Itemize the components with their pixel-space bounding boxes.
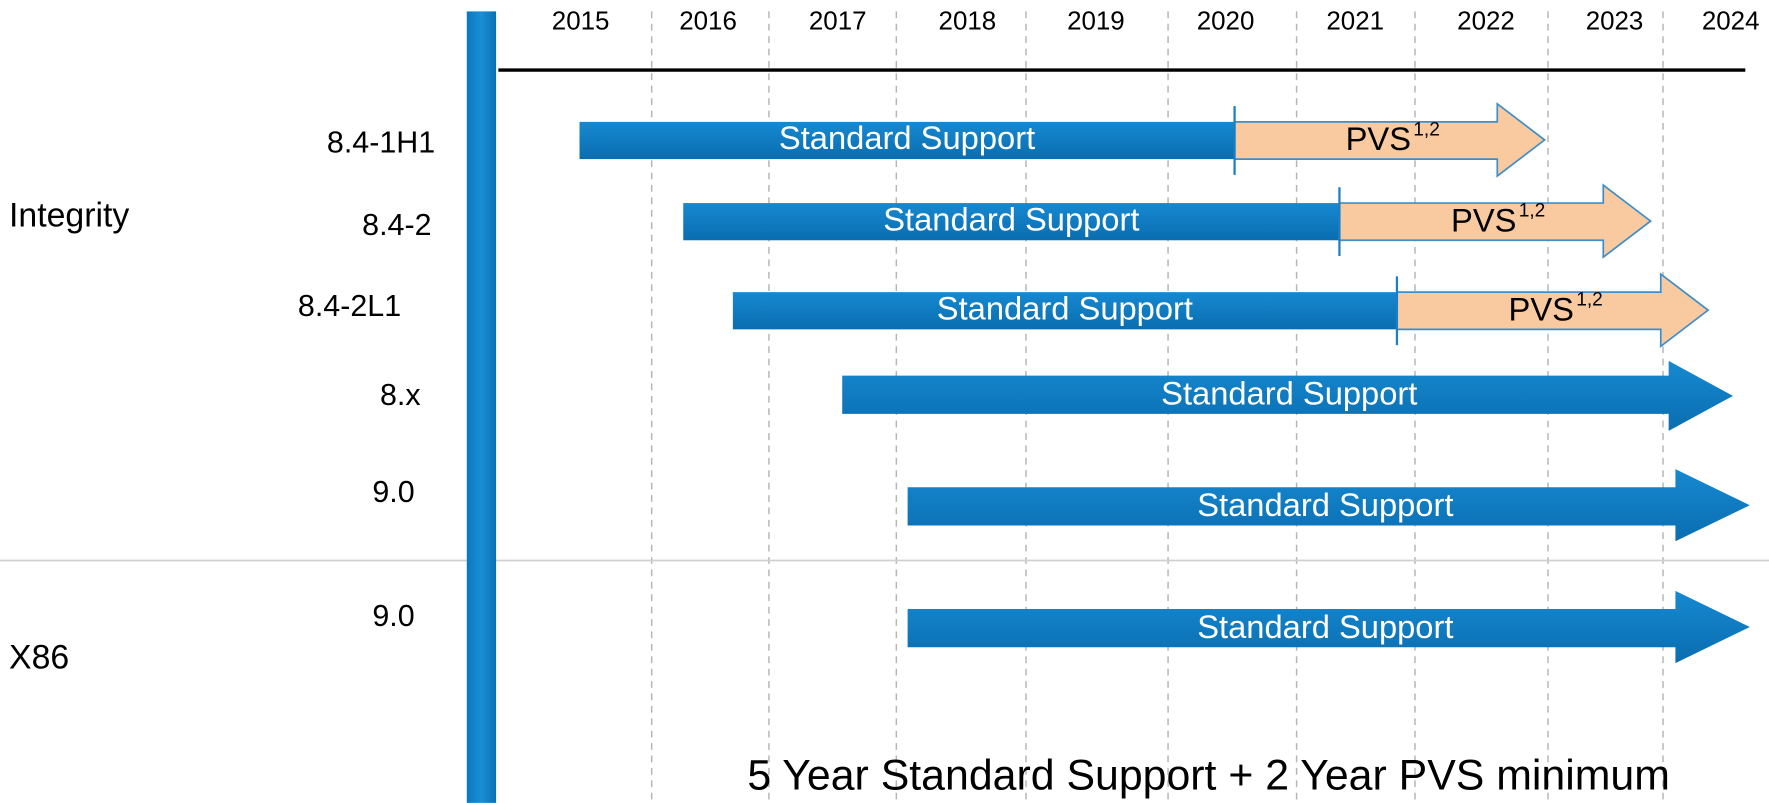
row-label: 8.4-2L1 (298, 289, 401, 323)
year-label: 2018 (939, 8, 997, 36)
year-label: 2020 (1197, 8, 1255, 36)
pvs-note: 1,2 (1519, 201, 1546, 222)
standard-support-arrow (907, 469, 1750, 542)
group-label: X86 (9, 639, 69, 677)
group-label: Integrity (9, 197, 129, 235)
row-label: 9.0 (372, 599, 414, 633)
pvs-arrow (1338, 183, 1653, 259)
vertical-bar (466, 11, 497, 803)
standard-support-label: Standard Support (883, 200, 1139, 237)
pvs-label: PVS (1451, 201, 1516, 238)
pvs-note: 1,2 (1576, 290, 1603, 311)
row-label: 8.x (380, 378, 421, 412)
year-label: 2019 (1067, 8, 1125, 36)
standard-support-bar (732, 292, 1397, 330)
standard-support-arrow (842, 360, 1733, 431)
year-dividers (650, 11, 1664, 803)
pvs-arrow (1233, 102, 1547, 178)
year-label: 2015 (552, 8, 610, 36)
year-label: 2022 (1457, 8, 1515, 36)
year-label: 2016 (679, 8, 737, 36)
standard-support-label: Standard Support (1197, 608, 1453, 645)
year-label: 2017 (809, 8, 867, 36)
standard-support-label: Standard Support (937, 289, 1193, 326)
pvs-label: PVS (1509, 291, 1574, 328)
standard-support-bar (579, 121, 1235, 160)
row-label: 9.0 (372, 475, 414, 509)
pvs-note: 1,2 (1413, 119, 1440, 140)
row-label: 8.4-1H1 (327, 125, 435, 159)
footer: 5 Year Standard Support + 2 Year PVS min… (747, 751, 1670, 799)
year-label: 2023 (1586, 8, 1644, 36)
year-label: 2021 (1326, 8, 1384, 36)
standard-support-label: Standard Support (779, 119, 1035, 156)
year-label: 2024 (1702, 8, 1760, 36)
standard-support-arrow (907, 590, 1750, 664)
pvs-label: PVS (1346, 120, 1411, 157)
pvs-arrow (1396, 272, 1710, 348)
standard-support-bar (683, 203, 1340, 241)
standard-support-label: Standard Support (1197, 486, 1453, 523)
row-label: 8.4-2 (362, 208, 431, 242)
standard-support-label: Standard Support (1161, 375, 1417, 412)
